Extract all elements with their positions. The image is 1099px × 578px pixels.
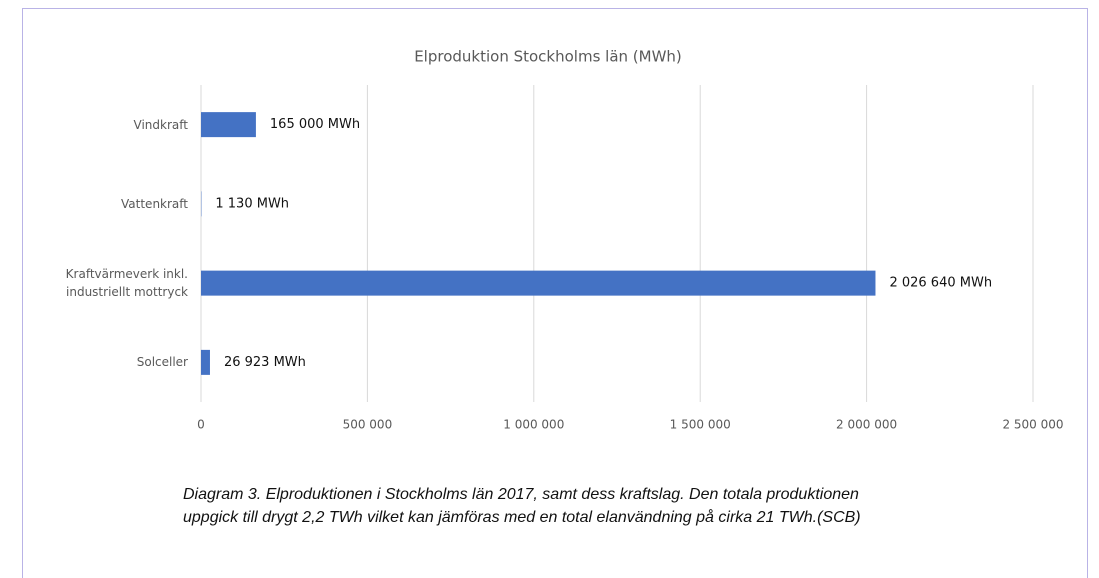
bar bbox=[201, 349, 210, 375]
value-label: 26 923 MWh bbox=[224, 355, 306, 370]
x-tick-label: 2 500 000 bbox=[1002, 418, 1063, 432]
y-tick-label: Kraftvärmeverk inkl. industriellt mottry… bbox=[65, 267, 188, 300]
x-tick-label: 2 000 000 bbox=[836, 418, 897, 432]
y-tick-label: Vattenkraft bbox=[121, 196, 188, 211]
bar bbox=[201, 270, 876, 296]
value-label: 1 130 MWh bbox=[215, 196, 289, 211]
caption: Diagram 3. Elproduktionen i Stockholms l… bbox=[183, 486, 861, 526]
value-label: 165 000 MWh bbox=[270, 117, 360, 132]
value-label: 2 026 640 MWh bbox=[889, 276, 992, 291]
x-tick-label: 1 500 000 bbox=[670, 418, 731, 432]
bar bbox=[201, 112, 256, 138]
x-tick-label: 500 000 bbox=[343, 418, 393, 432]
x-tick-label: 0 bbox=[197, 418, 205, 432]
y-tick-label: Solceller bbox=[136, 355, 188, 370]
x-tick-label: 1 000 000 bbox=[503, 418, 564, 432]
frame bbox=[22, 8, 1088, 578]
y-tick-label: Vindkraft bbox=[133, 117, 188, 132]
chart-title: Elproduktion Stockholms län (MWh) bbox=[414, 48, 682, 66]
